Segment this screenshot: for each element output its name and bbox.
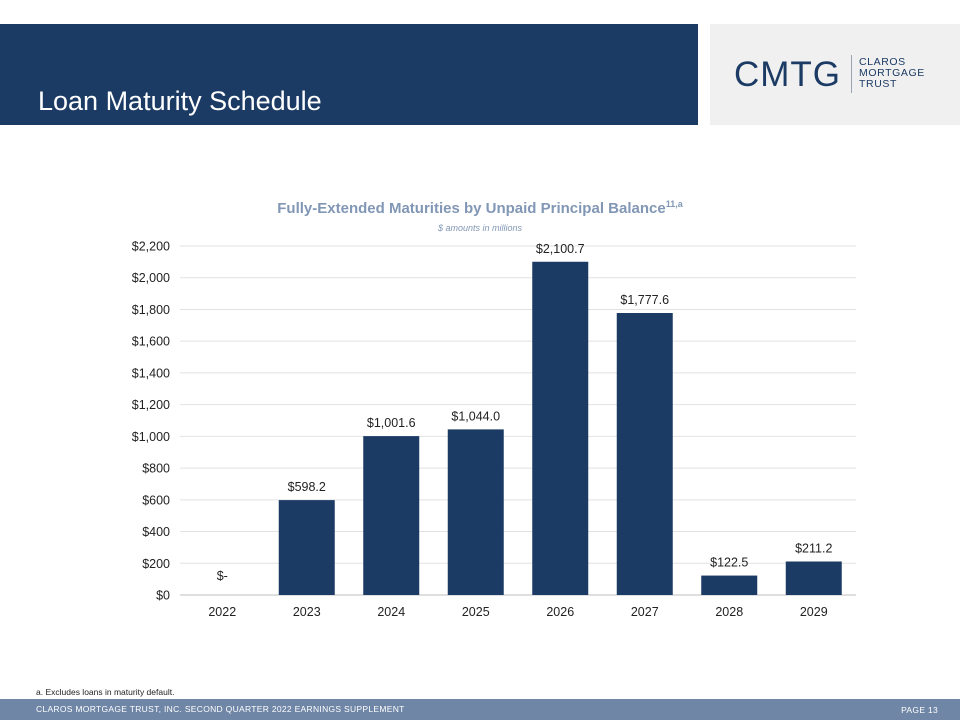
data-label: $1,001.6 xyxy=(367,416,416,430)
x-tick-label: 2025 xyxy=(462,605,490,619)
y-tick-label: $600 xyxy=(142,493,170,507)
x-tick-label: 2027 xyxy=(631,605,659,619)
footer-text: CLAROS MORTGAGE TRUST, INC. SECOND QUART… xyxy=(36,704,405,714)
y-tick-label: $1,800 xyxy=(132,303,170,317)
header-band xyxy=(0,24,698,125)
data-label: $1,044.0 xyxy=(451,409,500,423)
x-tick-label: 2026 xyxy=(546,605,574,619)
chart-title: Fully-Extended Maturities by Unpaid Prin… xyxy=(0,199,960,217)
x-tick-label: 2022 xyxy=(208,605,236,619)
footnote: a. Excludes loans in maturity default. xyxy=(36,687,175,697)
bar xyxy=(363,436,420,595)
y-tick-label: $1,400 xyxy=(132,366,170,380)
logo-word: CLAROS xyxy=(859,56,906,68)
y-tick-label: $2,200 xyxy=(132,240,170,254)
logo-wordmark: CLAROS MORTGAGE TRUST xyxy=(859,57,925,90)
data-label: $- xyxy=(217,569,228,583)
y-tick-label: $800 xyxy=(142,462,170,476)
bar xyxy=(447,429,504,595)
footer-band: CLAROS MORTGAGE TRUST, INC. SECOND QUART… xyxy=(0,699,960,720)
logo-divider xyxy=(851,55,852,93)
y-tick-label: $400 xyxy=(142,525,170,539)
y-tick-label: $2,000 xyxy=(132,271,170,285)
page-title: Loan Maturity Schedule xyxy=(38,86,322,116)
y-tick-label: $0 xyxy=(156,589,170,603)
logo-mark: CMTG xyxy=(734,55,842,94)
bar xyxy=(785,561,842,595)
x-tick-label: 2028 xyxy=(715,605,743,619)
data-label: $598.2 xyxy=(288,480,326,494)
logo-word: TRUST xyxy=(859,78,897,90)
data-label: $211.2 xyxy=(795,541,832,555)
bar xyxy=(278,500,335,595)
chart-subtitle: $ amounts in millions xyxy=(437,223,523,233)
bar xyxy=(701,575,758,595)
bar xyxy=(616,313,673,595)
x-tick-label: 2023 xyxy=(293,605,321,619)
chart-title-footnote-ref: 11,a xyxy=(665,199,683,209)
company-logo: CMTG CLAROS MORTGAGE TRUST xyxy=(710,24,960,125)
x-tick-label: 2024 xyxy=(377,605,405,619)
y-tick-label: $200 xyxy=(142,557,170,571)
data-label: $122.5 xyxy=(710,556,748,570)
y-tick-label: $1,000 xyxy=(132,430,170,444)
data-label: $1,777.6 xyxy=(620,293,669,307)
y-tick-label: $1,600 xyxy=(132,335,170,349)
y-tick-label: $1,200 xyxy=(132,398,170,412)
x-tick-label: 2029 xyxy=(800,605,828,619)
logo-word: MORTGAGE xyxy=(859,67,925,79)
chart-title-text: Fully-Extended Maturities by Unpaid Prin… xyxy=(277,200,666,217)
page-number: PAGE 13 xyxy=(901,705,938,715)
data-label: $2,100.7 xyxy=(536,242,585,256)
bar xyxy=(532,261,589,595)
